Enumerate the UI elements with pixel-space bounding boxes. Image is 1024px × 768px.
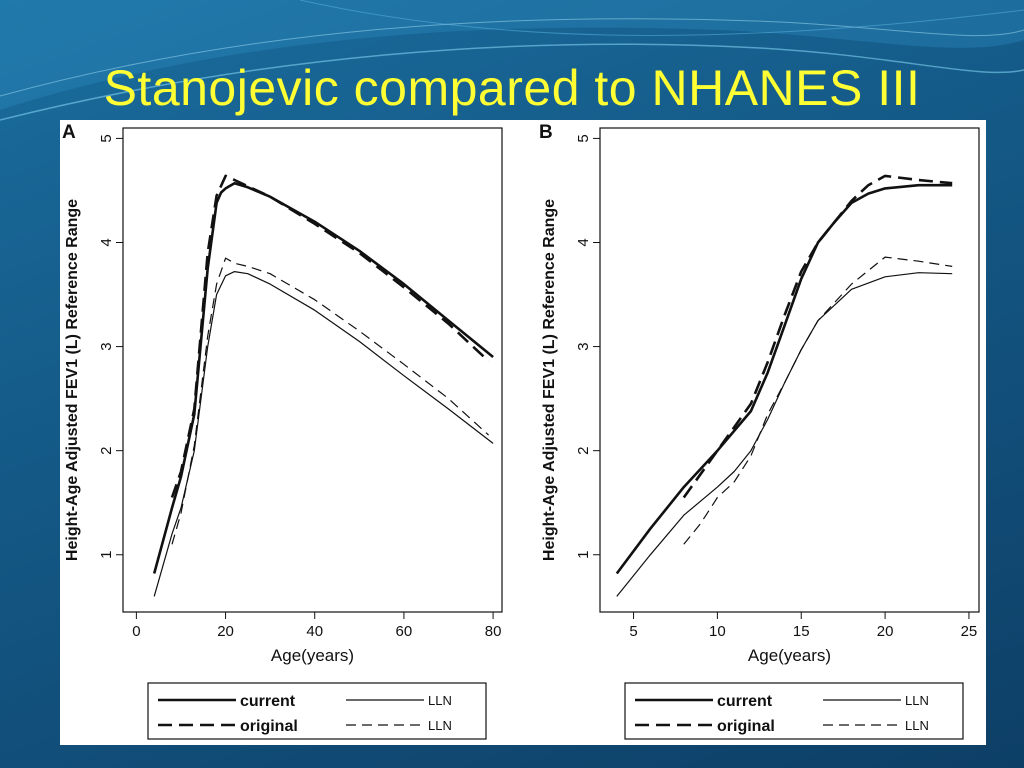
slide-title: Stanojevic compared to NHANES III [103,60,921,116]
legend-label-current: current [717,693,773,710]
series-line-current-solid-thick [615,183,953,575]
legend-label-current: current [240,693,296,710]
legend-label-lln: LLN [428,718,452,733]
legend-box [624,682,964,740]
x-tick-label: 40 [306,623,323,640]
y-axis-label: Height-Age Adjusted FEV1 (L) Reference R… [64,199,81,561]
x-axis-label: Age(years) [748,646,831,665]
series-line-original-dashed-thick [682,174,953,499]
panel-label: A [62,122,76,143]
series-line-original-dashed-thick [170,174,490,498]
y-tick-label: 5 [98,134,115,142]
x-tick-label: 10 [709,623,726,640]
y-tick-label: 1 [575,551,592,559]
legend-label-lln: LLN [428,693,452,708]
y-tick-label: 4 [575,238,592,246]
legend-label-lln: LLN [905,693,929,708]
y-tick-label: 3 [575,342,592,350]
legend-label-original: original [717,718,775,735]
y-tick-label: 1 [98,551,115,559]
plot-frame [122,127,503,613]
y-tick-label: 2 [575,446,592,454]
y-tick-label: 2 [98,446,115,454]
legend-box [147,682,487,740]
series-line-lln-solid-thin [616,272,953,597]
x-tick-label: 60 [396,623,413,640]
figure-svg: A 0 20 40 60 80 1 2 3 4 5 Age(years) Height-Age Adju… [62,122,980,740]
x-tick-label: 25 [961,623,978,640]
x-tick-label: 20 [877,623,894,640]
x-axis-label: Age(years) [271,646,354,665]
x-tick-label: 0 [132,623,140,640]
y-tick-label: 3 [98,342,115,350]
legend-label-lln: LLN [905,718,929,733]
series-line-lln-dashed-thin [171,257,490,545]
series-line-current-solid-thick [152,181,494,574]
y-axis-label: Height-Age Adjusted FEV1 (L) Reference R… [541,199,558,561]
y-tick-label: 5 [575,134,592,142]
plot-frame [599,127,980,613]
chart-panel-B: B 5 10 15 20 25 1 2 3 4 5 Age(years) Height-Age Adju… [539,122,980,740]
chart-panel-A: A 0 20 40 60 80 1 2 3 4 5 Age(years) Height-Age Adju… [62,122,503,740]
series-line-lln-dashed-thin [683,256,953,545]
x-tick-label: 20 [217,623,234,640]
series-line-lln-solid-thin [153,271,494,597]
figure-panel: A 0 20 40 60 80 1 2 3 4 5 Age(years) Height-Age Adju… [60,120,986,745]
y-tick-label: 4 [98,238,115,246]
legend-label-original: original [240,718,298,735]
x-tick-label: 15 [793,623,810,640]
background-waves [0,0,1024,121]
x-tick-label: 80 [485,623,502,640]
panel-label: B [539,122,553,143]
x-tick-label: 5 [629,623,637,640]
